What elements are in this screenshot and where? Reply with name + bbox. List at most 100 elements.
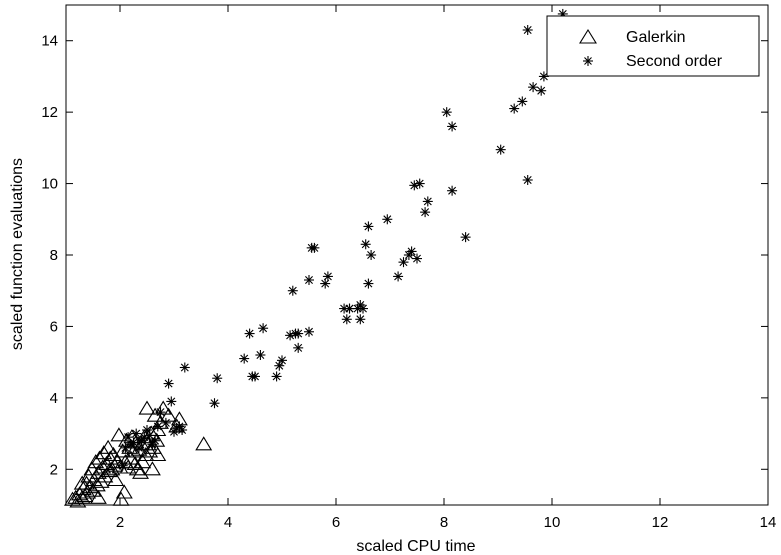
y-tick-label: 2 [50,461,58,478]
legend-marker-second-order [583,56,593,66]
data-point-galerkin [96,468,114,483]
data-point-galerkin [126,455,144,470]
data-point-galerkin [99,439,117,454]
data-point-second-order [320,278,331,289]
data-point-galerkin [110,427,128,442]
y-tick-label: 14 [41,33,58,50]
data-point-second-order [528,82,539,93]
data-point-second-order [522,175,533,185]
data-point-galerkin [146,407,164,422]
data-point-galerkin [160,407,178,422]
plot-area: 2 4 6 8 10 12 14 2 4 6 8 10 12 14 [41,4,777,531]
data-point-galerkin [83,461,101,476]
data-point-galerkin [89,489,107,504]
data-point-second-order [177,425,188,435]
x-tick-label: 4 [224,514,232,531]
data-point-galerkin [134,454,152,469]
legend-label-second-order: Second order [626,53,723,70]
data-point-galerkin [69,493,87,508]
data-point-second-order [287,285,298,296]
x-tick-label: 8 [440,514,448,531]
data-point-galerkin [88,477,106,492]
data-point-second-order [250,371,260,382]
data-point-galerkin [195,436,213,451]
data-point-second-order [358,303,368,314]
data-point-galerkin [148,432,166,447]
y-axis-label: scaled function evaluations [9,158,26,350]
data-point-second-order [363,221,374,232]
data-point-second-order [152,421,163,432]
data-point-second-order [258,323,269,334]
data-point-second-order [131,428,142,439]
data-point-second-order [406,246,417,257]
data-point-second-order [277,355,287,366]
data-point-second-order [120,442,131,453]
data-point-galerkin [149,446,167,462]
data-point-second-order [522,25,533,35]
legend-label-galerkin: Galerkin [626,29,686,46]
data-point-second-order [160,417,171,428]
data-point-galerkin [149,421,167,437]
data-point-second-order [293,328,304,339]
data-point-galerkin [95,445,113,460]
data-point-galerkin [137,446,155,462]
data-point-galerkin [138,400,156,415]
data-point-second-order [447,121,458,132]
data-point-second-order [344,303,355,314]
data-point-second-order [441,107,452,118]
data-point-second-order [239,353,250,364]
data-point-second-order [393,271,404,282]
data-point-second-order [363,278,374,289]
data-point-second-order [341,314,352,325]
y-tick-label: 6 [50,318,58,335]
data-point-second-order [244,328,255,339]
data-point-second-order [304,275,314,285]
data-point-galerkin [132,464,149,479]
data-point-galerkin [125,443,142,458]
x-tick-label: 12 [652,514,669,531]
y-tick-label: 4 [50,390,58,407]
data-point-second-order [420,207,431,218]
data-point-galerkin [128,461,146,476]
legend-marker-galerkin [579,28,597,44]
legend-box [546,15,760,77]
data-point-second-order [412,253,422,264]
data-point-second-order [274,360,285,371]
data-point-second-order [517,96,528,107]
data-point-second-order [509,103,520,114]
data-point-second-order [209,398,220,409]
data-point-galerkin [84,482,102,497]
x-tick-label: 14 [760,514,777,531]
data-point-second-order [212,373,223,384]
data-point-second-order [304,326,314,337]
y-tick-label: 10 [41,176,58,193]
data-point-second-order [293,342,304,353]
legend: Galerkin Second order [546,15,760,77]
data-point-second-order [536,85,547,96]
data-point-second-order [414,178,425,189]
data-point-second-order [460,232,471,243]
x-axis-label: scaled CPU time [356,538,475,555]
data-point-galerkin [143,461,161,476]
data-point-second-order [322,271,333,282]
data-point-second-order [495,144,506,155]
data-point-second-order [355,314,366,325]
data-point-second-order [155,407,166,418]
data-point-second-order [163,378,174,389]
data-point-second-order [179,362,190,373]
data-point-second-order [360,239,371,250]
data-point-second-order [142,425,152,435]
data-point-second-order [271,371,282,382]
data-point-second-order [150,435,161,446]
data-point-galerkin [107,471,125,487]
data-point-galerkin [114,443,132,458]
y-tick-label: 8 [50,247,58,264]
data-point-galerkin [64,491,81,506]
data-point-second-order [309,242,320,253]
data-point-second-order [382,214,393,225]
x-tick-label: 2 [116,514,124,531]
data-point-galerkin [73,489,91,504]
data-point-second-order [447,185,458,196]
data-point-second-order [117,460,128,471]
